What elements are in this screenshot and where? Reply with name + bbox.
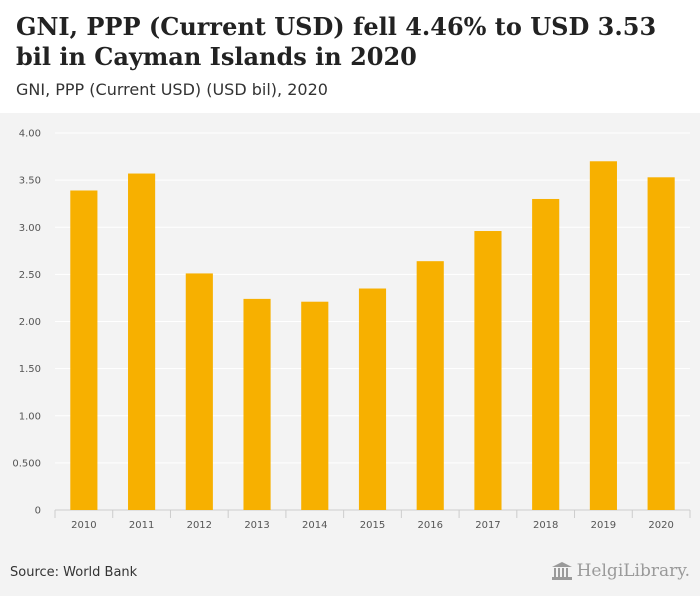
bar-2016 — [416, 261, 444, 510]
y-tick-label: 2.50 — [19, 270, 41, 281]
bar-2013 — [243, 298, 271, 510]
chart-subtitle: GNI, PPP (Current USD) (USD bil), 2020 — [16, 80, 328, 99]
x-tick-label: 2016 — [418, 520, 443, 531]
bar-2018 — [532, 198, 560, 510]
chart-title: GNI, PPP (Current USD) fell 4.46% to USD… — [16, 12, 657, 71]
bar-2020 — [647, 177, 675, 511]
bar-2015 — [358, 288, 387, 510]
bar-2011 — [128, 173, 156, 510]
y-tick-label: 4.00 — [19, 129, 41, 140]
bar-2017 — [474, 231, 502, 510]
x-tick-label: 2019 — [591, 520, 616, 531]
x-tick-label: 2015 — [360, 520, 385, 531]
y-tick-label: 3.00 — [19, 223, 41, 234]
x-tick-label: 2010 — [71, 520, 96, 531]
y-tick-label: 1.50 — [19, 364, 41, 375]
plot-area-background — [0, 113, 700, 544]
x-tick-label: 2011 — [129, 520, 154, 531]
bar-2014 — [301, 301, 329, 510]
bar-2012 — [185, 273, 213, 510]
y-tick-label: 0 — [35, 506, 41, 517]
helgi-library-logo: HelgiLibrary. — [551, 561, 690, 581]
logo-text: HelgiLibrary. — [576, 561, 690, 581]
y-tick-label: 2.00 — [19, 317, 41, 328]
y-tick-label: 3.50 — [19, 176, 41, 187]
x-tick-label: 2012 — [187, 520, 212, 531]
chart-header: GNI, PPP (Current USD) fell 4.46% to USD… — [0, 0, 700, 113]
x-tick-label: 2014 — [302, 520, 327, 531]
x-tick-label: 2017 — [475, 520, 500, 531]
library-columns-icon — [551, 562, 572, 580]
bar-2010 — [70, 190, 98, 510]
bar-chart: 0 0.500 1.00 1.50 2.00 2.50 3.00 3.50 4.00 2010 20… — [12, 129, 691, 531]
chart-footer — [0, 544, 700, 596]
y-tick-label: 0.500 — [12, 458, 41, 469]
x-tick-label: 2020 — [648, 520, 673, 531]
x-tick-label: 2018 — [533, 520, 558, 531]
x-tick-label: 2013 — [244, 520, 269, 531]
y-tick-label: 1.00 — [19, 411, 41, 422]
source-note: Source: World Bank — [10, 565, 138, 580]
bar-2019 — [589, 161, 617, 510]
